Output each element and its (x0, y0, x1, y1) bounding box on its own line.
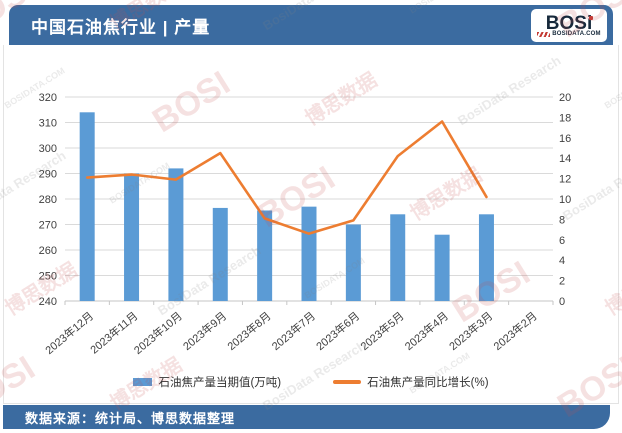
right-axis-tick-label: 12 (559, 174, 571, 186)
left-axis-tick-label: 250 (39, 271, 57, 283)
line-series (85, 120, 488, 235)
right-axis-tick-label: 6 (559, 235, 565, 247)
legend-bar-label: 石油焦产量当期值(万吨) (158, 377, 282, 389)
chart-legend: 石油焦产量当期值(万吨) 石油焦产量同比增长(%) (0, 374, 622, 390)
right-axis-tick-label: 14 (559, 153, 571, 165)
right-axis-tick-label: 0 (559, 296, 565, 308)
left-axis-tick-label: 320 (39, 92, 57, 104)
bar (301, 206, 317, 301)
x-axis-category-label: 2023年4月 (402, 309, 451, 354)
bar (434, 234, 450, 301)
x-axis-category-label: 2023年8月 (224, 309, 273, 354)
x-axis-category-label: 2023年9月 (180, 309, 229, 354)
bar (168, 168, 184, 301)
bosi-logo-subline: BOSIDATA.COM (537, 31, 601, 37)
bar (212, 207, 228, 301)
x-axis-category-label: 2023年3月 (446, 309, 495, 354)
left-axis-tick-label: 280 (39, 194, 57, 206)
left-axis-tick-label: 270 (39, 220, 57, 232)
right-axis-tick-label: 10 (559, 194, 571, 206)
left-axis-tick-label: 260 (39, 245, 57, 257)
legend-item-line: 石油焦产量同比增长(%) (333, 374, 489, 390)
x-axis-category-label: 2023年7月 (269, 309, 318, 354)
right-axis-tick-label: 8 (559, 214, 565, 226)
bosi-logo-wordmark: BOSi (545, 12, 594, 34)
data-source-text: 数据来源：统计局、博思数据整理 (25, 410, 236, 426)
footer-bar: 数据来源：统计局、博思数据整理 (3, 405, 610, 429)
left-axis-tick-label: 240 (39, 296, 57, 308)
header-bar: 中国石油焦行业 | 产量 BOSi BOSIDATA.COM (9, 5, 613, 45)
right-axis-tick-label: 20 (559, 92, 571, 104)
x-axis-category-label: 2023年12月 (42, 309, 96, 357)
bar (124, 173, 140, 301)
legend-line-label: 石油焦产量同比增长(%) (367, 377, 489, 389)
left-axis-tick-label: 300 (39, 143, 57, 155)
logo-site-text: BOSIDATA.COM (552, 30, 601, 37)
bar (390, 214, 406, 301)
left-axis-tick-label: 290 (39, 169, 57, 181)
legend-line-swatch-icon (333, 380, 362, 384)
page-title: 中国石油焦行业 | 产量 (31, 17, 211, 37)
x-axis-category-label: 2023年6月 (313, 309, 362, 354)
x-axis-category-label: 2023年2月 (490, 309, 539, 354)
right-axis-tick-label: 16 (559, 133, 571, 145)
bosi-logo: BOSi BOSIDATA.COM (531, 9, 607, 42)
chart-panel (3, 45, 619, 404)
legend-item-bar: 石油焦产量当期值(万吨) (133, 374, 281, 390)
right-axis-tick-label: 18 (559, 112, 571, 124)
x-axis-category-label: 2023年10月 (131, 309, 185, 357)
bar (478, 214, 494, 301)
bar (79, 112, 95, 301)
bar (257, 210, 273, 301)
chart-plot: 240 250 260 270 280 290 300 310 320 0 2 4 6 8 10 12 14 16… (39, 92, 572, 357)
right-axis-tick-label: 4 (559, 255, 565, 267)
right-axis-tick-label: 2 (559, 276, 565, 288)
bar (345, 224, 361, 301)
x-axis-category-label: 2023年5月 (357, 309, 406, 354)
left-axis-tick-label: 310 (39, 118, 57, 130)
legend-bar-swatch-icon (133, 378, 153, 386)
logo-stripes-icon (537, 31, 551, 37)
